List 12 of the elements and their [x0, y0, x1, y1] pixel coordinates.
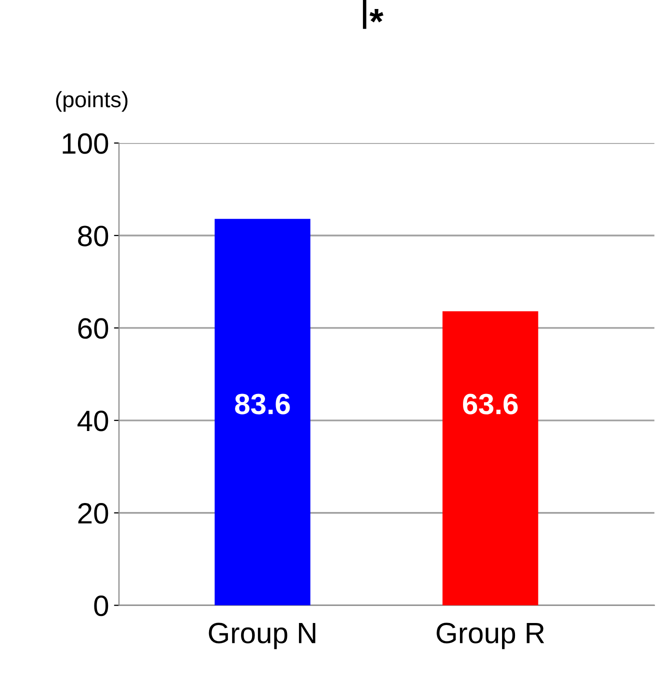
x-tick-label: Group N [208, 622, 316, 650]
x-tick-label: Group R [436, 622, 544, 650]
y-tick-label: 60 [78, 318, 108, 339]
y-tick-label: 40 [77, 410, 108, 432]
y-tick-label: 100 [62, 133, 108, 154]
y-tick-label: 0 [94, 596, 108, 616]
data-label: 83.6 [235, 394, 290, 414]
text: * [370, 9, 384, 22]
y-tick-label: 80 [78, 226, 108, 246]
y-axis-title: (points) [56, 91, 128, 112]
data-label: 63.6 [463, 394, 518, 414]
y-tick-label: 20 [78, 503, 108, 524]
